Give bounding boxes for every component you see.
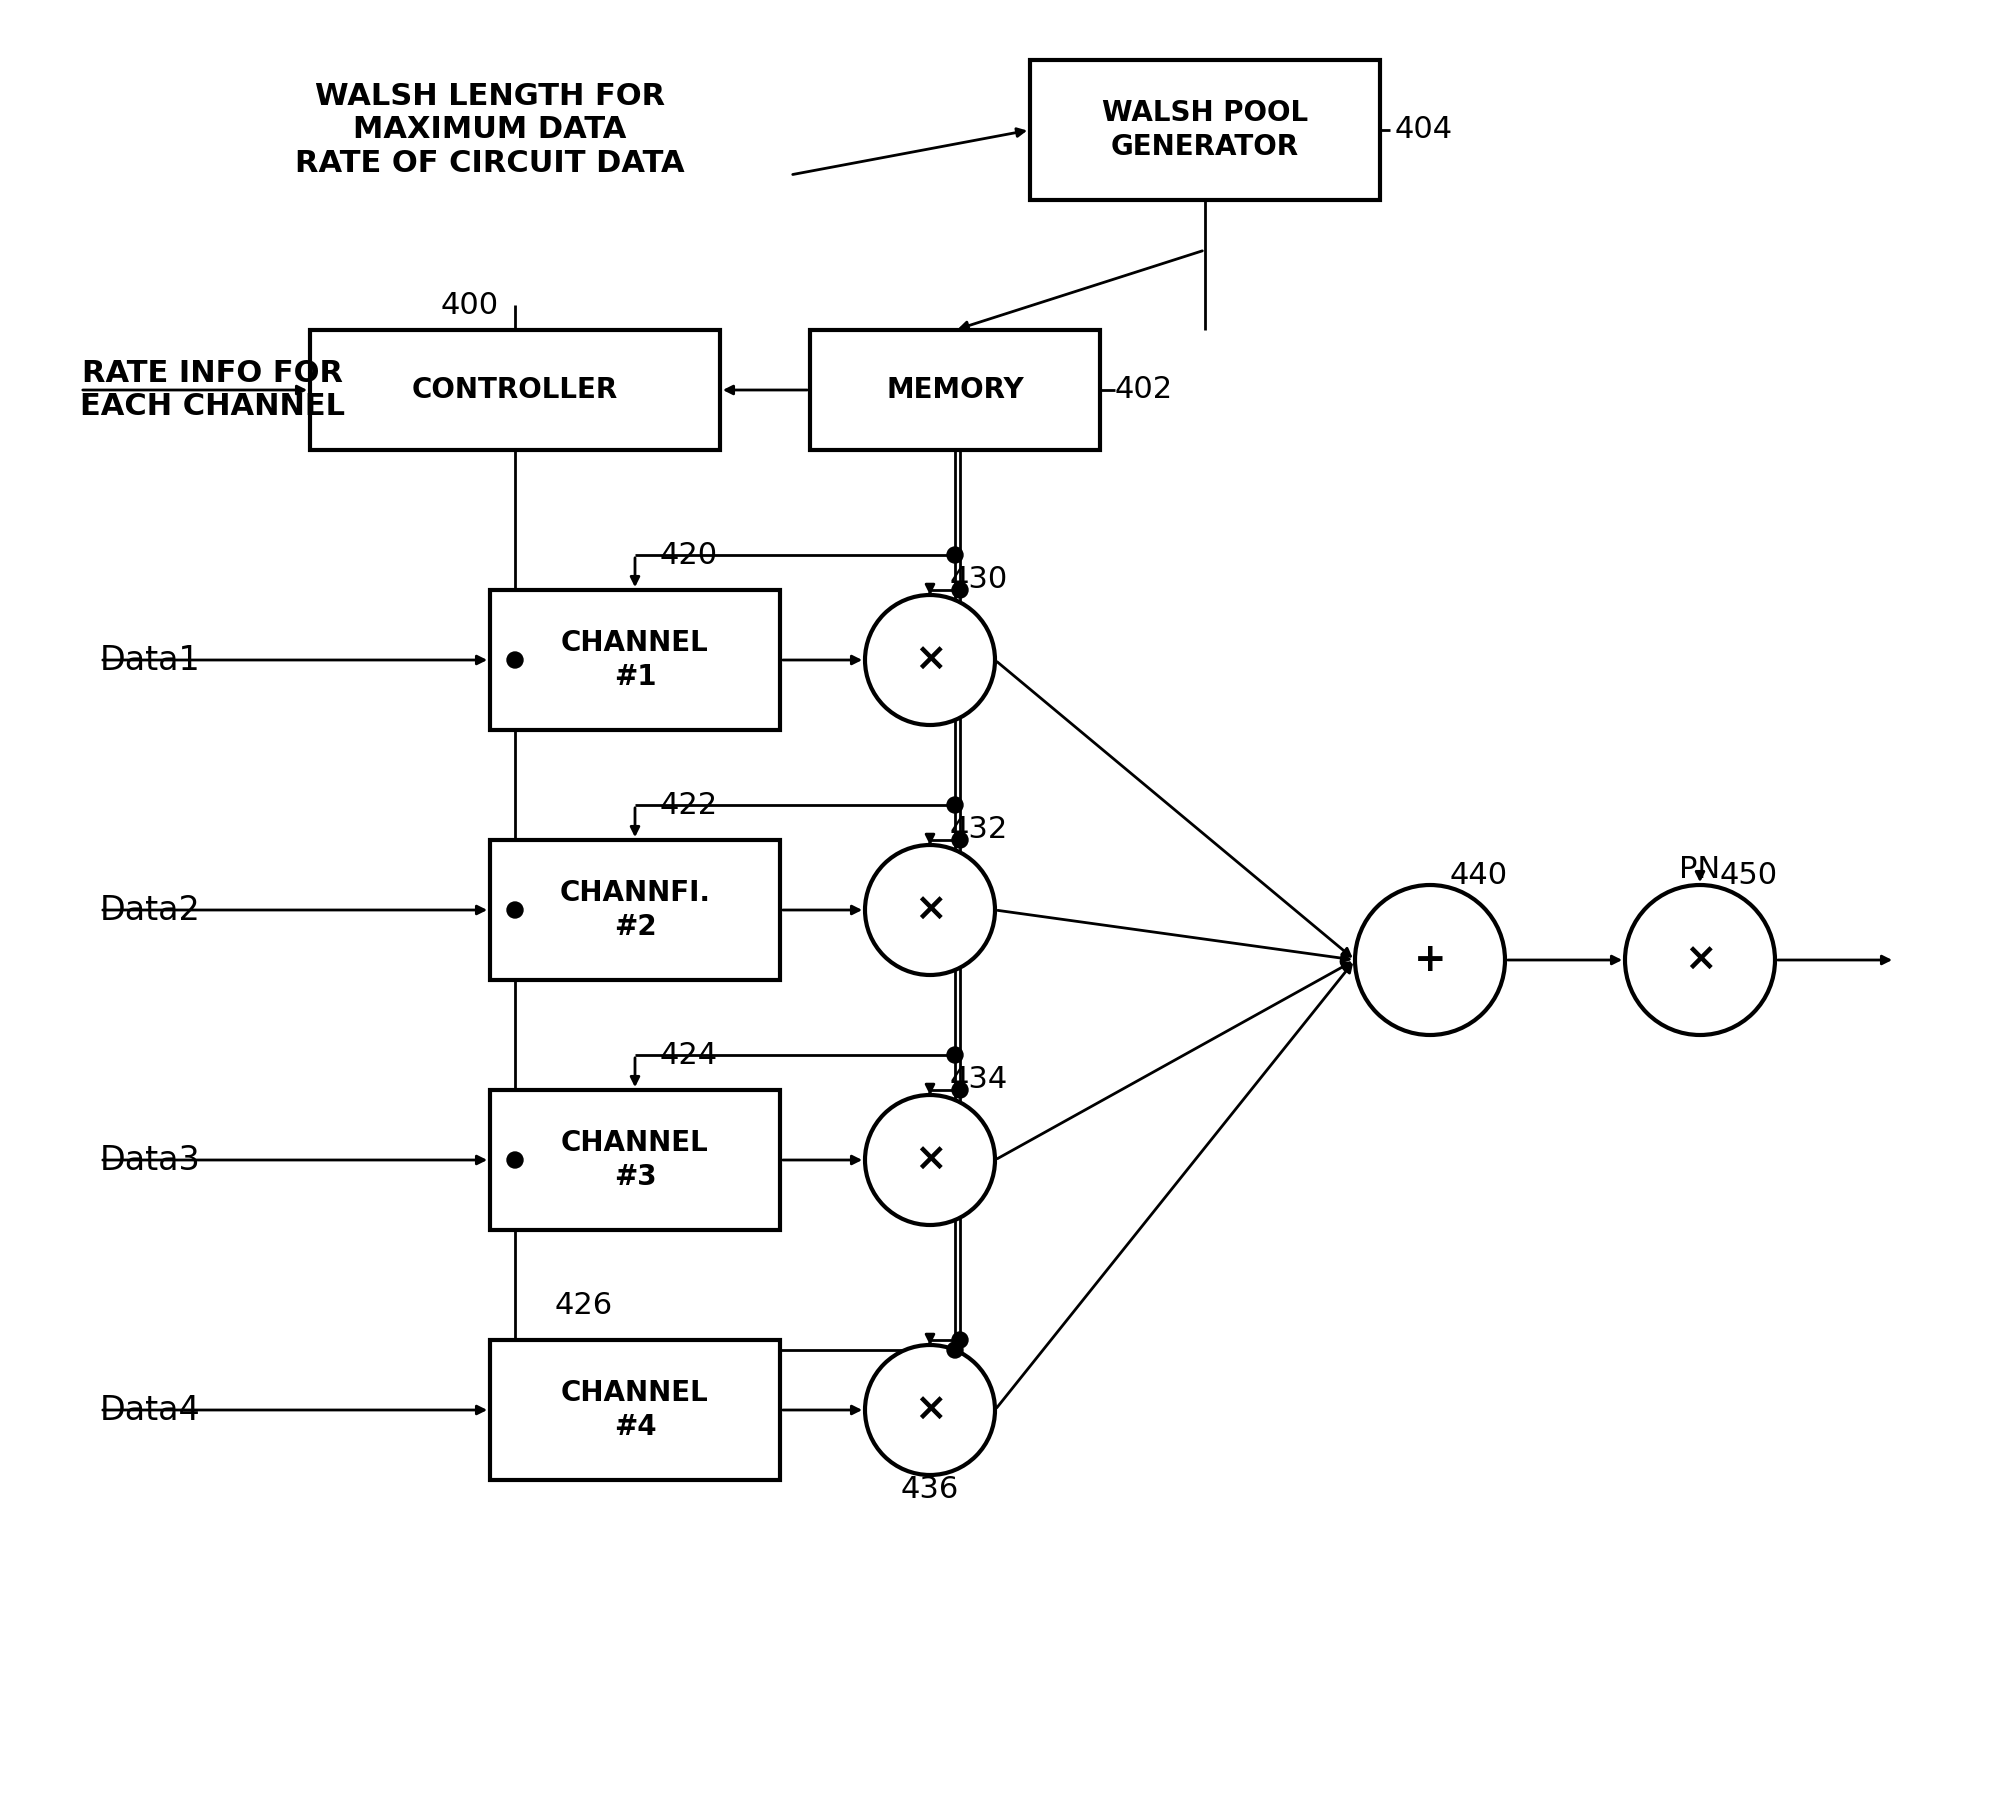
Circle shape: [952, 1332, 968, 1348]
Bar: [489, 1340, 780, 1480]
Bar: [810, 331, 1100, 450]
Circle shape: [864, 1345, 994, 1474]
Text: Data3: Data3: [100, 1144, 202, 1176]
Text: WALSH LENGTH FOR
MAXIMUM DATA
RATE OF CIRCUIT DATA: WALSH LENGTH FOR MAXIMUM DATA RATE OF CI…: [295, 83, 685, 178]
Text: Data1: Data1: [100, 644, 202, 676]
Text: 404: 404: [1395, 115, 1453, 144]
Circle shape: [864, 1095, 994, 1224]
Text: 432: 432: [950, 816, 1008, 845]
Circle shape: [946, 797, 962, 813]
Text: PN: PN: [1679, 856, 1721, 885]
Circle shape: [1355, 885, 1505, 1036]
Text: 402: 402: [1116, 376, 1174, 405]
Bar: [1030, 59, 1379, 200]
Text: CHANNEL
#4: CHANNEL #4: [561, 1379, 709, 1442]
Text: 424: 424: [661, 1041, 719, 1070]
Text: 420: 420: [661, 541, 719, 570]
Text: 426: 426: [555, 1291, 613, 1320]
Text: 436: 436: [900, 1476, 960, 1505]
Bar: [489, 840, 780, 980]
Circle shape: [864, 595, 994, 725]
Text: Data2: Data2: [100, 894, 202, 926]
Text: 434: 434: [950, 1066, 1008, 1095]
Text: MEMORY: MEMORY: [886, 376, 1024, 405]
Text: RATE INFO FOR
EACH CHANNEL: RATE INFO FOR EACH CHANNEL: [80, 358, 345, 421]
Text: CHANNEL
#3: CHANNEL #3: [561, 1129, 709, 1192]
Text: ×: ×: [914, 1392, 946, 1429]
Circle shape: [1625, 885, 1774, 1036]
Text: CHANNFI.
#2: CHANNFI. #2: [559, 879, 711, 942]
Circle shape: [952, 832, 968, 849]
Circle shape: [946, 1046, 962, 1063]
Text: 422: 422: [661, 791, 719, 820]
Circle shape: [507, 1153, 523, 1169]
Circle shape: [946, 1341, 962, 1357]
Text: 430: 430: [950, 566, 1008, 595]
Text: ×: ×: [914, 1142, 946, 1179]
Text: ×: ×: [914, 642, 946, 680]
Bar: [309, 331, 721, 450]
Bar: [489, 590, 780, 730]
Text: 450: 450: [1721, 861, 1778, 890]
Text: 440: 440: [1449, 861, 1509, 890]
Text: ×: ×: [914, 892, 946, 930]
Text: CHANNEL
#1: CHANNEL #1: [561, 629, 709, 690]
Text: Data4: Data4: [100, 1393, 202, 1426]
Circle shape: [864, 845, 994, 975]
Circle shape: [952, 583, 968, 599]
Circle shape: [952, 1082, 968, 1099]
Circle shape: [946, 547, 962, 563]
Circle shape: [507, 903, 523, 919]
Text: 400: 400: [441, 291, 499, 320]
Bar: [489, 1090, 780, 1230]
Text: WALSH POOL
GENERATOR: WALSH POOL GENERATOR: [1102, 99, 1307, 162]
Text: ×: ×: [1685, 940, 1717, 978]
Text: +: +: [1413, 940, 1447, 978]
Text: CONTROLLER: CONTROLLER: [411, 376, 619, 405]
Circle shape: [507, 653, 523, 669]
